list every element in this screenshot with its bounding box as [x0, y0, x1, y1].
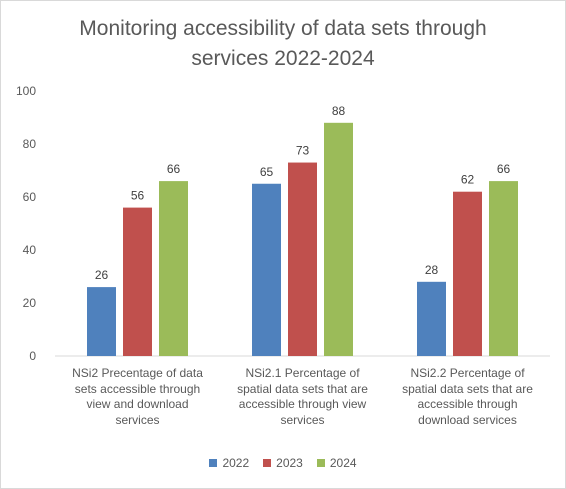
category-label-line: spatial data sets that are [402, 381, 533, 396]
category-label-line: accessible through view [238, 397, 367, 411]
category-label-line: services [280, 412, 325, 427]
category-label-line: NSi2 Precentage of data [72, 366, 203, 380]
category-label-line: NSi2.1 Percentage of [245, 366, 360, 380]
category-label-line: view and download [86, 397, 189, 411]
chart-legend: 2022 2023 2024 [0, 455, 566, 471]
data-label: 62 [461, 173, 475, 187]
bar-2023 [453, 191, 482, 356]
category-label-line: services [115, 412, 160, 427]
legend-label: 2024 [329, 456, 357, 470]
bar-2024 [324, 122, 353, 356]
legend-item-2022: 2022 [209, 456, 249, 470]
data-label: 88 [332, 104, 346, 118]
y-tick-label: 0 [29, 349, 36, 363]
chart-title-line-1: Monitoring accessibility of data sets th… [79, 17, 487, 40]
bar-2023 [123, 207, 152, 356]
data-label: 73 [296, 144, 310, 158]
legend-item-2024: 2024 [316, 456, 357, 470]
bar-2023 [288, 162, 317, 356]
category-label-line: NSi2.2 Percentage of [410, 366, 525, 380]
bar-2024 [159, 181, 188, 356]
data-label: 56 [131, 189, 145, 203]
y-tick-label: 100 [16, 84, 36, 98]
chart-title-line-2: services 2022-2024 [191, 47, 375, 70]
y-tick-label: 80 [23, 137, 37, 151]
y-tick-label: 60 [23, 190, 37, 204]
category-label-nsi2-1: NSi2.1 Percentage of spatial data sets t… [219, 366, 387, 428]
legend-label: 2023 [276, 456, 303, 470]
category-label-line: download services [418, 412, 517, 427]
data-label: 66 [167, 162, 181, 176]
category-label-nsi2: NSi2 Precentage of data sets accessible … [54, 366, 222, 428]
data-label: 28 [425, 263, 439, 277]
category-label-nsi2-2: NSi2.2 Percentage of spatial data sets t… [384, 366, 552, 428]
legend-item-2023: 2023 [263, 456, 303, 470]
chart-title: Monitoring accessibility of data sets th… [40, 14, 526, 74]
legend-swatch [263, 459, 272, 467]
y-tick-label: 40 [23, 243, 37, 257]
data-label: 26 [95, 268, 109, 282]
category-label-line: accessible through [417, 397, 518, 411]
legend-swatch [209, 459, 218, 467]
data-label: 65 [260, 165, 274, 179]
legend-swatch [316, 459, 325, 467]
y-tick-label: 20 [23, 296, 37, 310]
bar-2022 [252, 183, 281, 356]
category-label-line: sets accessible through [74, 381, 201, 396]
bar-2022 [417, 281, 446, 356]
bar-2022 [87, 287, 116, 356]
data-label: 66 [497, 162, 511, 176]
category-label-line: spatial data sets that are [237, 381, 368, 396]
bar-2024 [489, 181, 518, 356]
legend-label: 2022 [222, 456, 250, 470]
